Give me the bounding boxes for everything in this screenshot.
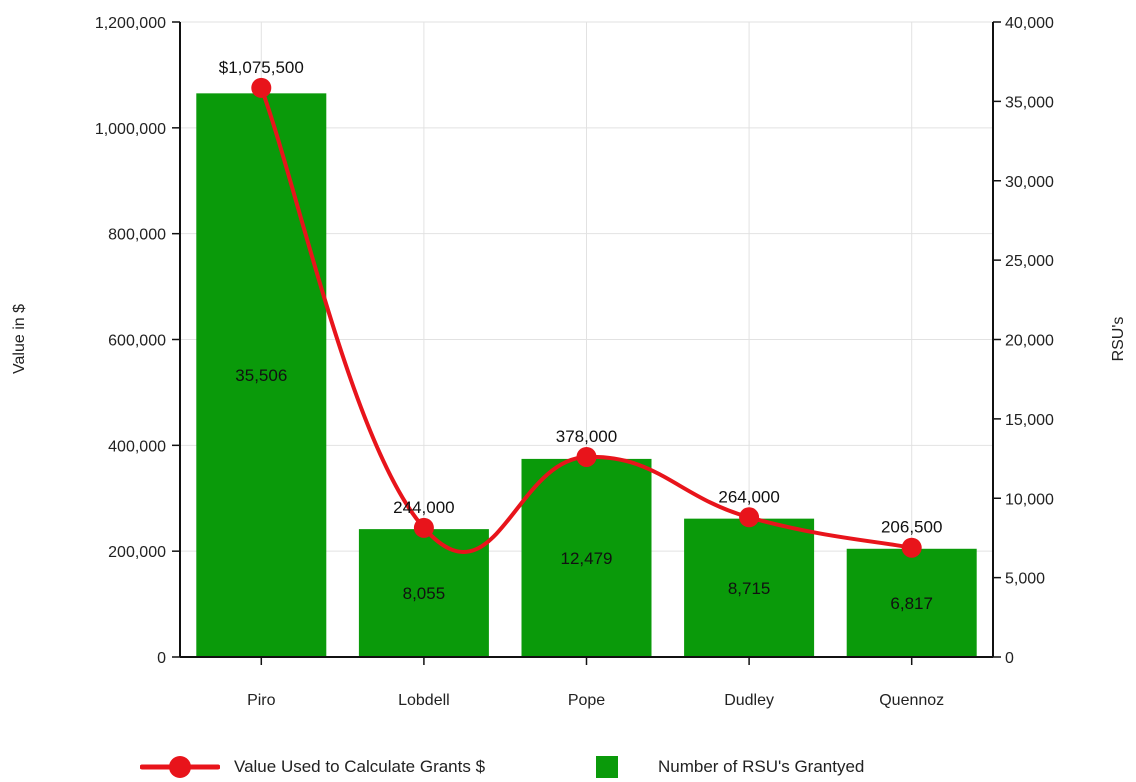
- legend-label-bar: Number of RSU's Grantyed: [658, 757, 865, 776]
- legend-line-marker: [140, 756, 220, 778]
- left-tick-label: 1,000,000: [95, 121, 166, 138]
- x-tick-label: Pope: [568, 692, 605, 709]
- line-point-quennoz: [901, 537, 922, 558]
- line-value-label: 264,000: [718, 487, 779, 506]
- bar-value-label: 35,506: [235, 366, 287, 385]
- line-value-label: 244,000: [393, 498, 454, 517]
- x-tick-label: Quennoz: [879, 692, 944, 709]
- x-tick-label: Dudley: [724, 692, 774, 709]
- x-axis-ticks: Piro Lobdell Pope Dudley Quennoz: [247, 657, 944, 709]
- right-tick-label: 10,000: [1005, 491, 1054, 508]
- bar-pope: [521, 458, 652, 657]
- bar-piro: [196, 93, 327, 658]
- bar-value-label: 8,715: [728, 579, 771, 598]
- line-point-dudley: [739, 507, 760, 528]
- left-tick-label: 600,000: [108, 333, 166, 350]
- bar-dudley: [684, 518, 815, 657]
- line-point-piro: [251, 77, 272, 98]
- line-value-label: 378,000: [556, 427, 617, 446]
- legend-label-line: Value Used to Calculate Grants $: [234, 757, 486, 776]
- legend-item-line: Value Used to Calculate Grants $: [140, 752, 485, 782]
- right-tick-label: 35,000: [1005, 94, 1054, 111]
- line-point-lobdell: [413, 517, 434, 538]
- left-axis-title: Value in $: [11, 304, 28, 374]
- legend: Value Used to Calculate Grants $ Number …: [140, 752, 1040, 782]
- line-value-label: $1,075,500: [219, 58, 304, 77]
- legend-bar-swatch: [596, 756, 618, 778]
- right-tick-label: 15,000: [1005, 412, 1054, 429]
- left-tick-label: 800,000: [108, 227, 166, 244]
- left-tick-label: 1,200,000: [95, 15, 166, 32]
- left-tick-label: 200,000: [108, 544, 166, 561]
- line-series: [251, 77, 922, 558]
- left-tick-label: 0: [157, 650, 166, 667]
- right-tick-label: 40,000: [1005, 15, 1054, 32]
- bar-quennoz: [846, 548, 977, 657]
- bar-value-label: 6,817: [890, 594, 933, 613]
- right-tick-label: 0: [1005, 650, 1014, 667]
- left-tick-label: 400,000: [108, 438, 166, 455]
- line-value-label: 206,500: [881, 518, 942, 537]
- x-tick-label: Piro: [247, 692, 276, 709]
- right-axis-title: RSU's: [1110, 317, 1127, 362]
- bar-data-labels: 35,506 8,055 12,479 8,715 6,817: [235, 366, 933, 613]
- right-tick-label: 5,000: [1005, 571, 1045, 588]
- right-tick-label: 25,000: [1005, 253, 1054, 270]
- left-axis-ticks: 0 200,000 400,000 600,000 800,000 1,000,000 1,…: [95, 15, 180, 667]
- right-axis-ticks: 0 5,000 10,000 15,000 20,000 25,000 30,000 35,0…: [993, 15, 1054, 667]
- bar-value-label: 12,479: [561, 549, 613, 568]
- line-data-labels: $1,075,500 244,000 378,000 264,000 206,500: [219, 58, 943, 537]
- line-point-pope: [576, 446, 597, 467]
- bar-value-label: 8,055: [403, 584, 446, 603]
- value-line: [259, 87, 913, 554]
- legend-item-bar: Number of RSU's Grantyed: [596, 752, 864, 782]
- x-tick-label: Lobdell: [398, 692, 450, 709]
- right-tick-label: 30,000: [1005, 174, 1054, 191]
- right-tick-label: 20,000: [1005, 333, 1054, 350]
- bar-series: [196, 93, 977, 658]
